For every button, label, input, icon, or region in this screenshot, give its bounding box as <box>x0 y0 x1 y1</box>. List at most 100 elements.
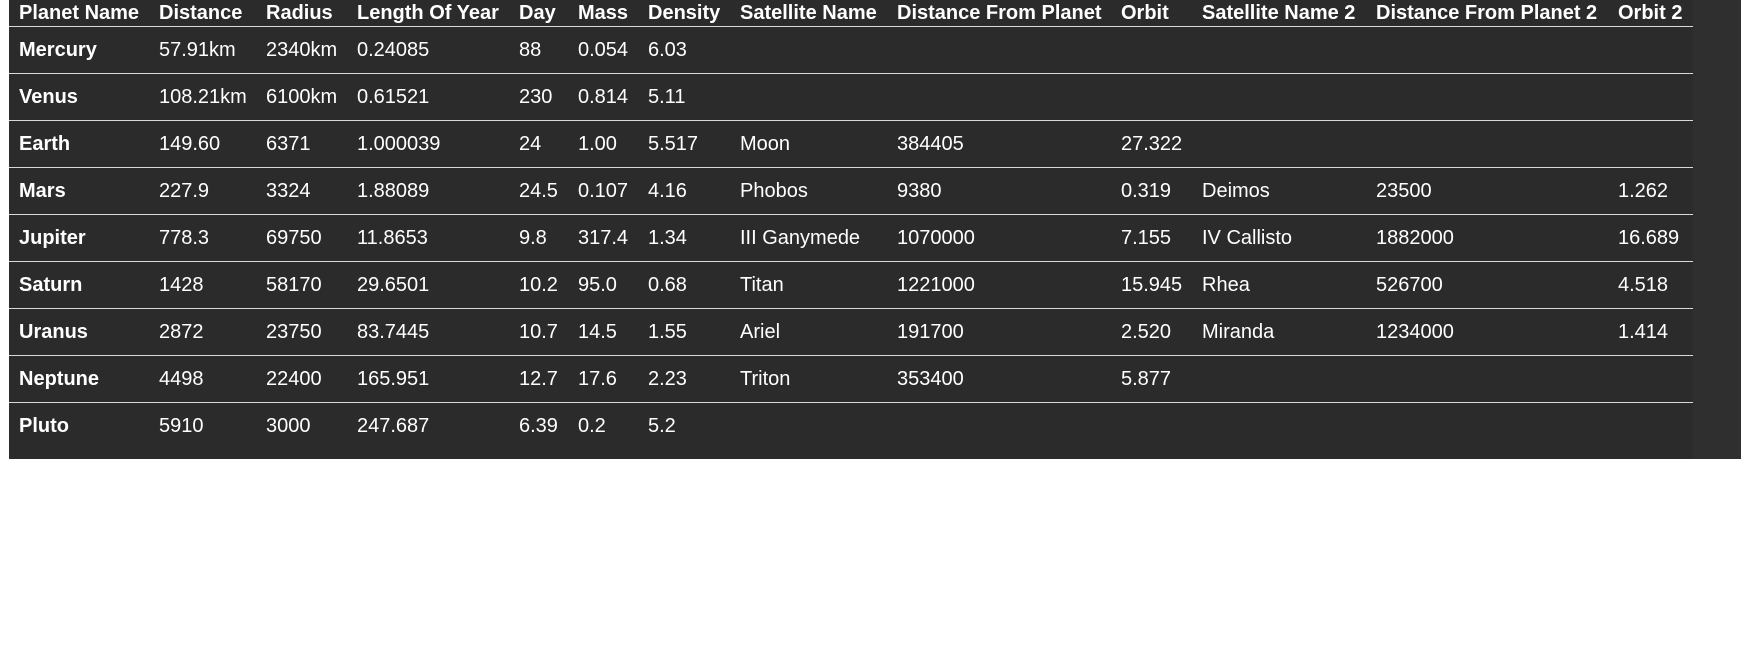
table-cell: 5.517 <box>638 120 730 168</box>
column-header-distance-from-planet[interactable]: Distance From Planet <box>887 0 1111 27</box>
table-cell <box>1608 355 1693 403</box>
column-header-satellite-name-2[interactable]: Satellite Name 2 <box>1192 0 1366 27</box>
table-cell: Rhea <box>1192 261 1366 309</box>
table-row: Pluto 5910 3000 247.687 6.39 0.2 5.2 <box>9 403 1693 450</box>
table-cell: 1070000 <box>887 214 1111 262</box>
table-cell: 27.322 <box>1111 120 1192 168</box>
column-header-distance-from-planet-2[interactable]: Distance From Planet 2 <box>1366 0 1608 27</box>
planet-name-cell: Mars <box>9 167 149 215</box>
table-cell: 0.319 <box>1111 167 1192 215</box>
table-cell: 5.2 <box>648 414 676 437</box>
table-cell <box>1366 26 1608 74</box>
table-cell: 6.39 <box>519 414 558 437</box>
table-cell: 384405 <box>887 120 1111 168</box>
table-cell: 29.6501 <box>347 261 509 309</box>
table-cell: 227.9 <box>149 167 256 215</box>
table-cell: 24.5 <box>509 167 568 215</box>
table-cell: 24 <box>509 120 568 168</box>
table-cell <box>1192 26 1366 74</box>
table-cell: 0.61521 <box>347 73 509 121</box>
column-header-length-of-year[interactable]: Length Of Year <box>347 0 509 27</box>
table-cell: 5910 <box>159 414 204 437</box>
table-cell: 2340km <box>256 26 347 74</box>
table-cell <box>1111 26 1192 74</box>
table-cell <box>1111 73 1192 121</box>
table-cell: 1.34 <box>638 214 730 262</box>
planet-name-cell: Earth <box>9 120 149 168</box>
table-cell: Deimos <box>1192 167 1366 215</box>
table-cell: 4498 <box>149 355 256 403</box>
column-header-density[interactable]: Density <box>638 0 730 27</box>
table-cell <box>1366 73 1608 121</box>
table-cell: 1.262 <box>1608 167 1693 215</box>
column-header-orbit-2[interactable]: Orbit 2 <box>1608 0 1693 27</box>
table-cell: 0.2 <box>578 414 606 437</box>
table-cell: 10.2 <box>509 261 568 309</box>
table-cell: 1.00 <box>568 120 638 168</box>
table-cell <box>1366 403 1608 450</box>
column-header-distance[interactable]: Distance <box>149 0 256 27</box>
table-body: Mercury 57.91km 2340km 0.24085 88 0.054 6.03 Ve… <box>9 26 1693 450</box>
column-header-satellite-name[interactable]: Satellite Name <box>730 0 887 27</box>
table-cell: Miranda <box>1192 308 1366 356</box>
table-cell: Moon <box>730 120 887 168</box>
table-cell <box>1192 355 1366 403</box>
table-cell: 23500 <box>1366 167 1608 215</box>
table-cell: 165.951 <box>347 355 509 403</box>
planets-table-container: Planet Name Distance Radius Length Of Year D… <box>9 0 1693 459</box>
table-cell: 23750 <box>256 308 347 356</box>
table-cell: 0.814 <box>568 73 638 121</box>
right-side-panel <box>1693 0 1741 459</box>
table-cell: 0.24085 <box>347 26 509 74</box>
table-cell: 5.11 <box>638 73 730 121</box>
table-cell: 230 <box>509 73 568 121</box>
table-cell <box>1366 355 1608 403</box>
table-cell: 1221000 <box>887 261 1111 309</box>
table-cell: 5.877 <box>1111 355 1192 403</box>
table-cell: 12.7 <box>509 355 568 403</box>
planet-name-cell: Mercury <box>9 26 149 74</box>
table-cell: 1.414 <box>1608 308 1693 356</box>
table-cell <box>887 26 1111 74</box>
column-header-planet-name[interactable]: Planet Name <box>9 0 149 27</box>
table-cell: 14.5 <box>568 308 638 356</box>
table-cell: 4.16 <box>638 167 730 215</box>
table-cell: 317.4 <box>568 214 638 262</box>
table-cell: 57.91km <box>149 26 256 74</box>
table-cell <box>1608 120 1693 168</box>
column-header-orbit[interactable]: Orbit <box>1111 0 1192 27</box>
table-row: Uranus 2872 23750 83.7445 10.7 14.5 1.55 Ariel 1… <box>9 308 1693 356</box>
column-header-radius[interactable]: Radius <box>256 0 347 27</box>
table-cell <box>887 73 1111 121</box>
table-cell: 0.054 <box>568 26 638 74</box>
table-cell: 353400 <box>887 355 1111 403</box>
table-cell: 2.520 <box>1111 308 1192 356</box>
table-cell: 108.21km <box>149 73 256 121</box>
column-header-mass[interactable]: Mass <box>568 0 638 27</box>
table-cell: 10.7 <box>509 308 568 356</box>
table-cell <box>1608 26 1693 74</box>
table-row: Venus 108.21km 6100km 0.61521 230 0.814 5.11 <box>9 73 1693 121</box>
table-cell: 7.155 <box>1111 214 1192 262</box>
table-cell: 1234000 <box>1366 308 1608 356</box>
table-cell: 3000 <box>266 414 311 437</box>
column-header-day[interactable]: Day <box>509 0 568 27</box>
table-row: Earth 149.60 6371 1.000039 24 1.00 5.517 Moon 38… <box>9 120 1693 168</box>
table-header-row: Planet Name Distance Radius Length Of Year D… <box>9 0 1693 27</box>
table-cell: 6100km <box>256 73 347 121</box>
table-cell <box>1192 120 1366 168</box>
left-gutter <box>0 0 9 459</box>
table-cell: 149.60 <box>149 120 256 168</box>
table-cell: 83.7445 <box>347 308 509 356</box>
table-cell <box>887 403 1111 450</box>
table-cell: 15.945 <box>1111 261 1192 309</box>
table-cell: Titan <box>730 261 887 309</box>
table-cell: 2.23 <box>638 355 730 403</box>
table-cell: 0.107 <box>568 167 638 215</box>
table-cell: 6.03 <box>638 26 730 74</box>
table-cell: 1882000 <box>1366 214 1608 262</box>
table-cell <box>730 26 887 74</box>
table-cell: 69750 <box>256 214 347 262</box>
table-cell: 9.8 <box>509 214 568 262</box>
